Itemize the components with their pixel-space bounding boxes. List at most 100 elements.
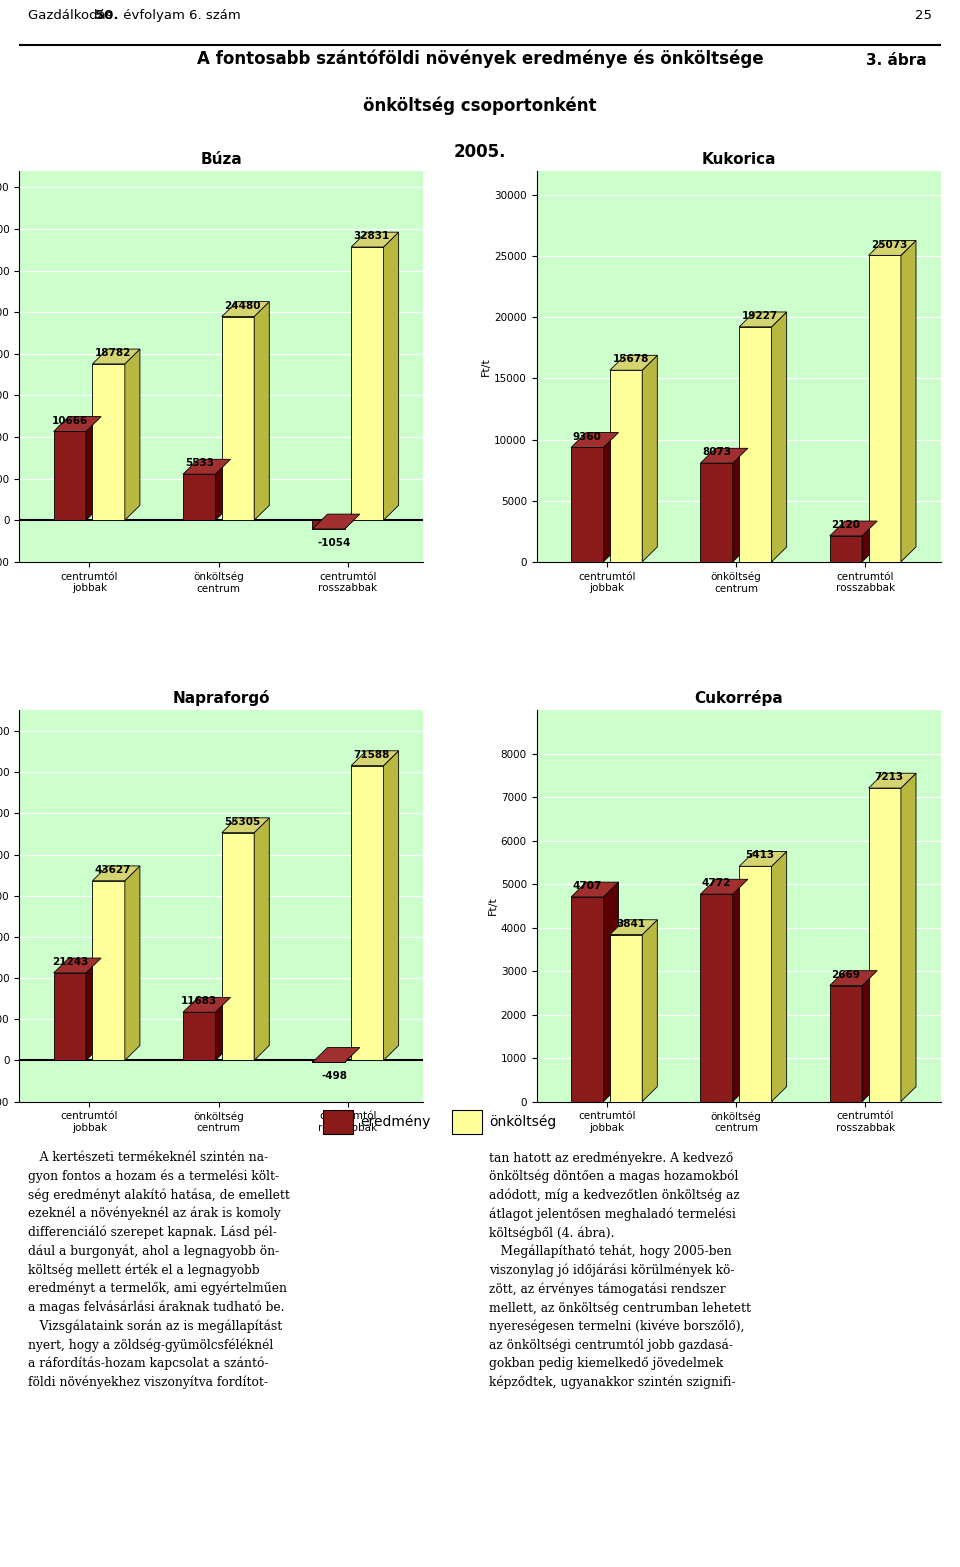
Polygon shape — [732, 879, 748, 1102]
Polygon shape — [125, 867, 140, 1061]
Text: 2120: 2120 — [831, 520, 860, 530]
Polygon shape — [772, 851, 786, 1102]
Polygon shape — [54, 973, 86, 1061]
Polygon shape — [312, 1061, 345, 1062]
Text: A kertészeti termékeknél szintén na-
gyon fontos a hozam és a termelési költ-
sé: A kertészeti termékeknél szintén na- gyo… — [29, 1152, 290, 1388]
Polygon shape — [384, 751, 398, 1061]
Polygon shape — [732, 448, 748, 563]
Polygon shape — [701, 448, 748, 464]
Text: 3841: 3841 — [616, 918, 645, 929]
Polygon shape — [183, 475, 215, 520]
Polygon shape — [610, 356, 658, 370]
Text: 55305: 55305 — [225, 816, 261, 827]
Text: 10666: 10666 — [52, 415, 88, 426]
Polygon shape — [642, 920, 658, 1102]
Polygon shape — [862, 522, 877, 563]
Polygon shape — [222, 832, 254, 1061]
Polygon shape — [642, 356, 658, 563]
Polygon shape — [351, 766, 384, 1061]
Polygon shape — [183, 459, 230, 475]
Text: 4707: 4707 — [572, 881, 602, 892]
Polygon shape — [571, 448, 604, 563]
Text: 50.: 50. — [95, 9, 118, 22]
Title: Napraforgó: Napraforgó — [173, 691, 270, 707]
Polygon shape — [92, 349, 140, 364]
Text: -1054: -1054 — [318, 537, 351, 548]
Text: 25: 25 — [915, 9, 931, 22]
Polygon shape — [215, 459, 230, 520]
Polygon shape — [345, 505, 360, 530]
Title: Búza: Búza — [201, 152, 242, 166]
Polygon shape — [312, 1048, 360, 1062]
Text: 2669: 2669 — [831, 970, 860, 979]
Polygon shape — [829, 970, 877, 986]
Polygon shape — [125, 349, 140, 520]
Text: 24480: 24480 — [225, 301, 261, 310]
Text: 4772: 4772 — [702, 878, 732, 888]
Text: 19227: 19227 — [742, 310, 778, 321]
Polygon shape — [215, 998, 230, 1061]
Polygon shape — [54, 431, 86, 520]
Polygon shape — [351, 232, 398, 248]
Polygon shape — [862, 970, 877, 1102]
Polygon shape — [54, 417, 101, 431]
Polygon shape — [739, 867, 772, 1102]
Text: eredmény: eredmény — [360, 1114, 431, 1130]
Polygon shape — [54, 957, 101, 973]
Polygon shape — [900, 240, 916, 563]
Text: A fontosabb szántóföldi növények eredménye és önköltsége: A fontosabb szántóföldi növények eredmén… — [197, 49, 763, 67]
Text: Gazdálkodás: Gazdálkodás — [29, 9, 117, 22]
Polygon shape — [701, 895, 732, 1102]
Polygon shape — [869, 255, 900, 563]
Y-axis label: Ft/t: Ft/t — [488, 896, 498, 915]
Title: Cukorrépa: Cukorrépa — [694, 691, 783, 707]
Polygon shape — [571, 882, 618, 896]
Polygon shape — [345, 1045, 360, 1062]
Text: 11683: 11683 — [181, 997, 217, 1006]
Polygon shape — [829, 536, 862, 563]
Polygon shape — [829, 986, 862, 1102]
Polygon shape — [610, 934, 642, 1102]
Text: 18782: 18782 — [95, 348, 132, 357]
Text: 8073: 8073 — [702, 447, 732, 458]
Polygon shape — [571, 896, 604, 1102]
Text: 5413: 5413 — [745, 851, 775, 860]
Polygon shape — [701, 879, 748, 895]
Text: 7213: 7213 — [875, 773, 903, 782]
Polygon shape — [92, 881, 125, 1061]
Text: önköltség csoportonként: önköltség csoportonként — [363, 96, 597, 114]
Polygon shape — [701, 464, 732, 563]
Polygon shape — [351, 248, 384, 520]
Polygon shape — [254, 818, 269, 1061]
Text: 32831: 32831 — [354, 232, 390, 241]
Polygon shape — [869, 773, 916, 788]
Text: tan hatott az eredményekre. A kedvező
önköltség döntően a magas hozamokból
adódo: tan hatott az eredményekre. A kedvező ön… — [490, 1152, 752, 1388]
Text: 3. ábra: 3. ábra — [866, 53, 927, 67]
Polygon shape — [312, 514, 360, 530]
FancyBboxPatch shape — [324, 1109, 353, 1135]
Polygon shape — [869, 788, 900, 1102]
Text: 71588: 71588 — [353, 749, 390, 760]
Polygon shape — [384, 232, 398, 520]
Y-axis label: Ft/t: Ft/t — [481, 357, 492, 376]
Polygon shape — [92, 867, 140, 881]
Polygon shape — [183, 1012, 215, 1061]
Text: 43627: 43627 — [95, 865, 132, 874]
Polygon shape — [739, 328, 772, 563]
Polygon shape — [86, 957, 101, 1061]
Text: önköltség: önköltség — [490, 1114, 557, 1130]
Text: 15678: 15678 — [612, 354, 649, 365]
Polygon shape — [610, 370, 642, 563]
Text: 25073: 25073 — [871, 240, 907, 249]
Polygon shape — [86, 417, 101, 520]
Polygon shape — [312, 520, 345, 530]
Polygon shape — [772, 312, 786, 563]
Polygon shape — [829, 522, 877, 536]
Text: 5533: 5533 — [184, 458, 214, 469]
Polygon shape — [869, 240, 916, 255]
Polygon shape — [571, 432, 618, 448]
Polygon shape — [900, 773, 916, 1102]
Polygon shape — [222, 317, 254, 520]
Polygon shape — [222, 302, 269, 317]
Polygon shape — [254, 302, 269, 520]
